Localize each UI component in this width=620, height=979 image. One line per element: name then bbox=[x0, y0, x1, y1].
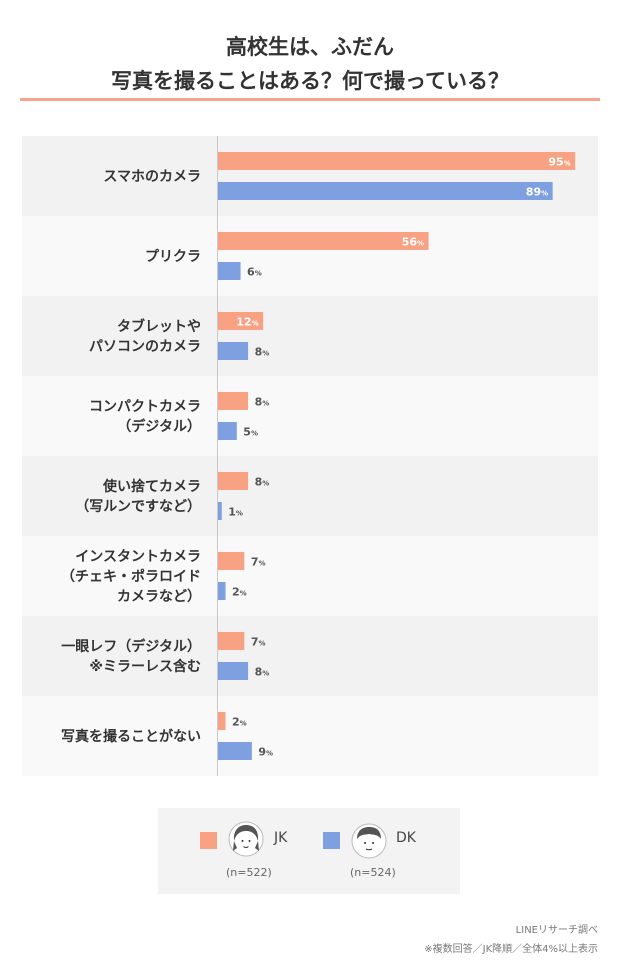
data-label-dk: 8% bbox=[255, 666, 270, 679]
category-label: （チェキ・ポラロイド bbox=[61, 568, 201, 585]
category-label: コンパクトカメラ bbox=[89, 399, 201, 415]
bar-dk bbox=[218, 182, 553, 200]
data-label-dk: 6% bbox=[247, 266, 262, 279]
girl-face-icon bbox=[228, 821, 264, 857]
row-band bbox=[22, 376, 598, 456]
data-label-jk: 2% bbox=[232, 716, 247, 729]
source-credit: LINEリサーチ調べ bbox=[515, 925, 598, 936]
category-label: 使い捨てカメラ bbox=[102, 478, 201, 495]
bar-dk bbox=[218, 662, 249, 680]
data-label-dk: 8% bbox=[255, 346, 270, 359]
bar-jk bbox=[218, 392, 249, 410]
bar-jk bbox=[218, 312, 264, 330]
row-band bbox=[22, 696, 598, 776]
legend: JK (n=522) DK (n=524) bbox=[158, 808, 460, 894]
data-label-dk: 9% bbox=[258, 746, 273, 759]
data-label-dk: 1% bbox=[228, 506, 243, 519]
row-band bbox=[22, 536, 598, 616]
boy-face-icon bbox=[351, 823, 387, 859]
category-label: 写真を撮ることがない bbox=[61, 728, 201, 745]
category-label: プリクラ bbox=[145, 249, 201, 265]
bar-jk bbox=[218, 232, 429, 250]
legend-n-dk: (n=524) bbox=[350, 866, 396, 879]
legend-swatch-dk bbox=[323, 832, 340, 849]
data-label-dk: 5% bbox=[243, 426, 258, 439]
row-band bbox=[22, 616, 598, 696]
legend-swatch-jk bbox=[200, 832, 217, 849]
category-label: カメラなど） bbox=[117, 589, 201, 605]
row-band bbox=[22, 296, 598, 376]
category-label: （デジタル） bbox=[117, 418, 201, 435]
bar-dk bbox=[218, 582, 226, 600]
data-label-jk: 95% bbox=[548, 156, 570, 169]
category-label: （写ルンですなど） bbox=[75, 499, 201, 515]
category-label: タブレットや bbox=[117, 318, 201, 335]
data-label-dk: 89% bbox=[526, 186, 548, 199]
data-label-jk: 7% bbox=[251, 636, 266, 649]
bar-jk bbox=[218, 472, 249, 490]
row-band bbox=[22, 136, 598, 216]
category-label: インスタントカメラ bbox=[75, 549, 201, 565]
category-label: 一眼レフ（デジタル） bbox=[61, 638, 201, 655]
data-label-jk: 12% bbox=[236, 316, 258, 329]
chart-title-line2: 写真を撮ることはある？何で撮っている？ bbox=[111, 69, 509, 93]
data-label-jk: 8% bbox=[255, 396, 270, 409]
data-label-jk: 8% bbox=[255, 476, 270, 489]
bar-jk bbox=[218, 152, 576, 170]
bar-jk bbox=[218, 632, 245, 650]
bar-jk bbox=[218, 552, 245, 570]
legend-n-jk: (n=522) bbox=[226, 866, 272, 879]
bar-dk bbox=[218, 342, 249, 360]
title-underline bbox=[20, 98, 600, 101]
category-label: ※ミラーレス含む bbox=[89, 658, 201, 675]
bar-dk bbox=[218, 502, 222, 520]
data-label-jk: 56% bbox=[402, 236, 424, 249]
data-label-dk: 2% bbox=[232, 586, 247, 599]
bar-dk bbox=[218, 422, 237, 440]
category-label: パソコンのカメラ bbox=[89, 339, 201, 355]
row-band bbox=[22, 216, 598, 296]
row-band bbox=[22, 456, 598, 536]
source-note: ※複数回答／JK降順／全体4%以上表示 bbox=[424, 944, 598, 955]
bar-dk bbox=[218, 262, 241, 280]
data-label-jk: 7% bbox=[251, 556, 266, 569]
chart-title-line1: 高校生は、ふだん bbox=[226, 35, 394, 59]
category-label: スマホのカメラ bbox=[103, 169, 201, 185]
legend-label-jk: JK bbox=[274, 830, 288, 846]
bar-dk bbox=[218, 742, 252, 760]
bar-jk bbox=[218, 712, 226, 730]
legend-label-dk: DK bbox=[396, 830, 416, 846]
chart-title: 高校生は、ふだん 写真を撮ることはある？何で撮っている？ bbox=[0, 30, 620, 98]
